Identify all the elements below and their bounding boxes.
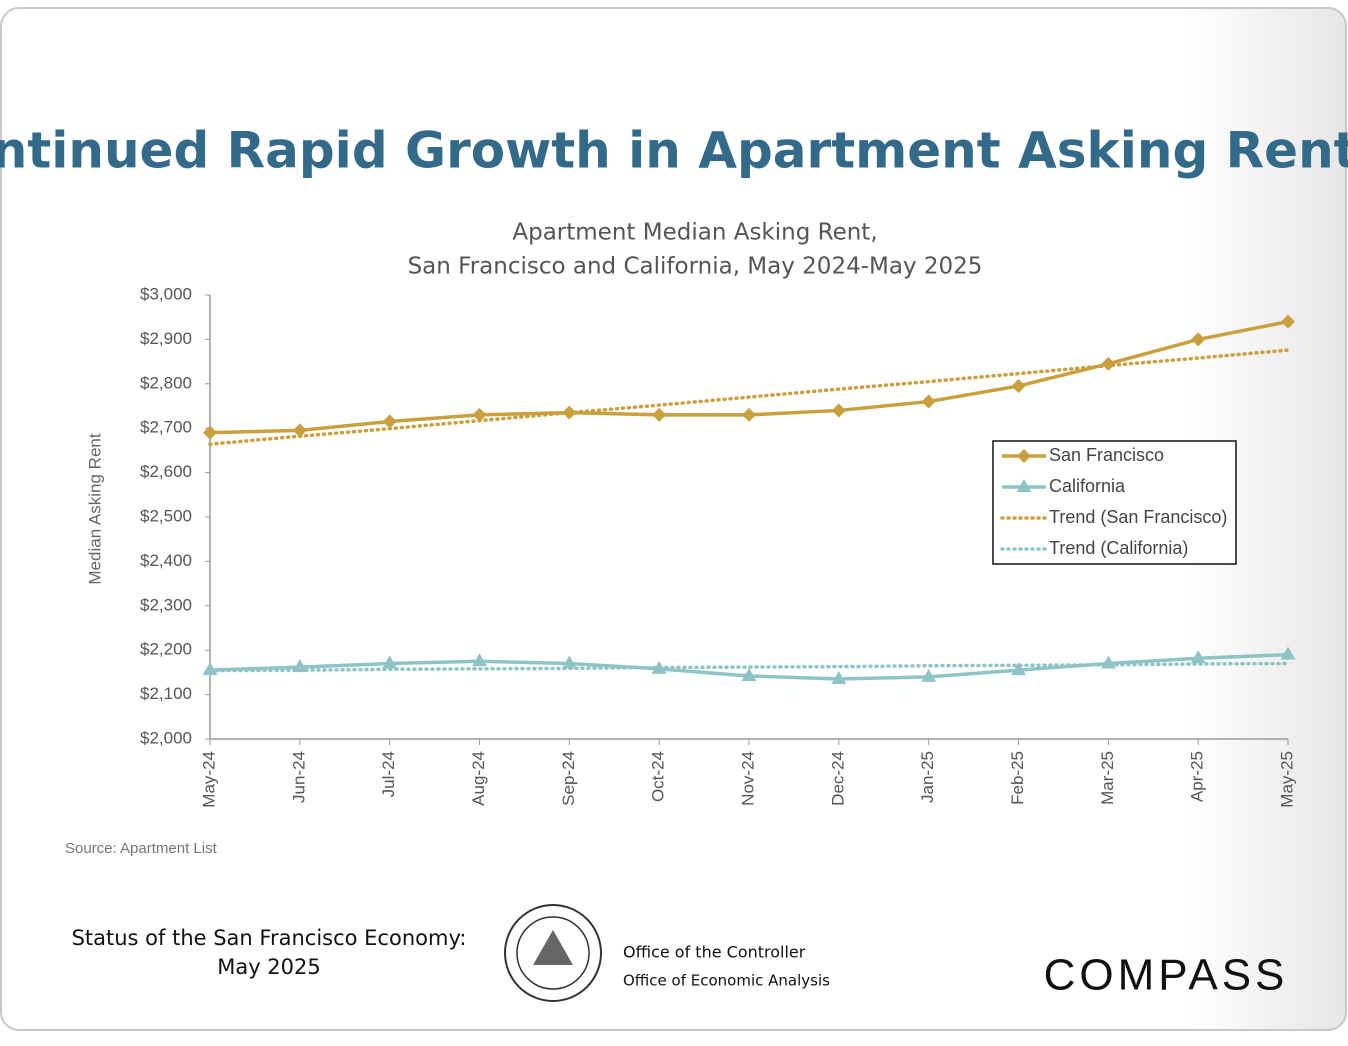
legend-marker [1016, 479, 1032, 492]
point [292, 423, 307, 438]
legend-label: San Francisco [1049, 445, 1164, 465]
x-tick-label: Jan-25 [918, 751, 937, 803]
x-tick-label: May-24 [199, 751, 218, 808]
point [742, 407, 756, 422]
legend-marker [1017, 449, 1031, 463]
point [1101, 356, 1116, 371]
y-tick-label: $2,100 [140, 684, 192, 703]
legend-label: Trend (San Francisco) [1049, 507, 1227, 527]
point [1281, 314, 1295, 329]
y-tick-label: $2,900 [140, 329, 192, 348]
chart-title: San Francisco and California, May 2024-M… [408, 254, 983, 280]
x-tick-label: Jun-24 [289, 751, 308, 803]
point [741, 667, 757, 681]
x-tick-label: Dec-24 [828, 751, 847, 806]
x-tick-label: Jul-24 [379, 751, 398, 797]
legend-label: Trend (California) [1049, 538, 1188, 558]
slide-title: Continued Rapid Growth in Apartment Aski… [0, 122, 1348, 180]
chart-title: Apartment Median Asking Rent, [512, 220, 877, 246]
point [202, 662, 218, 676]
y-axis-label: Median Asking Rent [85, 433, 104, 584]
y-tick-label: $2,000 [140, 728, 192, 747]
point [831, 671, 847, 685]
legend [992, 440, 1237, 565]
point [831, 403, 846, 418]
x-tick-label: Oct-24 [649, 751, 668, 802]
y-tick-label: $2,300 [140, 595, 192, 614]
y-tick-label: $2,700 [140, 418, 192, 437]
y-tick-label: $2,500 [140, 506, 192, 525]
point [472, 653, 487, 667]
office-name: Office of the Controller [623, 943, 806, 962]
x-tick-label: Sep-24 [559, 751, 578, 806]
point [652, 407, 667, 422]
point [382, 655, 398, 669]
point [561, 655, 577, 669]
point [921, 668, 937, 682]
slide-frame [0, 7, 1347, 1031]
point [1011, 379, 1026, 394]
legend-label: California [1049, 476, 1126, 496]
point [1191, 332, 1206, 347]
x-tick-label: May-25 [1277, 751, 1296, 808]
point [1100, 655, 1116, 669]
point [472, 407, 487, 422]
source: Source: Apartment List [65, 840, 218, 857]
x-tick-label: Mar-25 [1098, 751, 1117, 805]
y-tick-label: $2,400 [140, 551, 192, 570]
x-tick-label: Aug-24 [469, 751, 488, 806]
y-tick-label: $2,200 [140, 640, 192, 659]
office-name: Office of Economic Analysis [623, 972, 830, 990]
point [921, 394, 936, 409]
point [292, 659, 308, 673]
x-tick-label: Nov-24 [738, 751, 757, 806]
point [651, 660, 667, 674]
logo: COMPASS [1044, 951, 1289, 1000]
point [1190, 650, 1206, 664]
point [1011, 662, 1026, 676]
y-tick-label: $2,800 [140, 373, 192, 392]
point [203, 425, 217, 440]
report-name: Status of the San Francisco Economy: [72, 926, 467, 950]
point [562, 405, 577, 420]
y-tick-label: $3,000 [140, 284, 192, 303]
seal [504, 904, 602, 1002]
x-tick-label: Feb-25 [1008, 751, 1027, 805]
y-tick-label: $2,600 [140, 462, 192, 481]
point [1280, 646, 1296, 660]
point [382, 414, 397, 429]
x-tick-label: Apr-25 [1188, 751, 1207, 802]
report-date: May 2025 [217, 955, 321, 979]
